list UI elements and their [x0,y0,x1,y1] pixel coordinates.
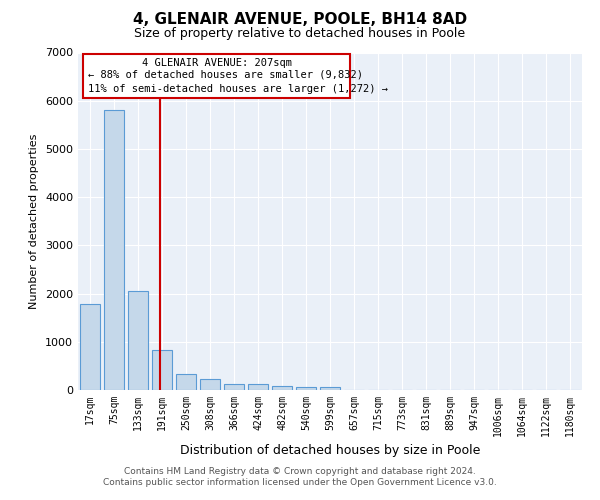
FancyBboxPatch shape [83,54,350,98]
Bar [200,379,220,390]
Y-axis label: Number of detached properties: Number of detached properties [29,134,40,309]
X-axis label: Distribution of detached houses by size in Poole: Distribution of detached houses by size … [180,444,480,458]
Text: 11% of semi-detached houses are larger (1,272) →: 11% of semi-detached houses are larger (… [88,84,388,94]
Text: Contains public sector information licensed under the Open Government Licence v3: Contains public sector information licen… [103,478,497,487]
Bar [224,384,244,390]
Text: Size of property relative to detached houses in Poole: Size of property relative to detached ho… [134,28,466,40]
Bar [248,384,268,390]
Bar [128,290,148,390]
Bar [176,374,196,390]
Bar [104,110,124,390]
Bar [296,387,316,390]
Text: ← 88% of detached houses are smaller (9,832): ← 88% of detached houses are smaller (9,… [88,70,363,80]
Bar [272,386,292,390]
Text: Contains HM Land Registry data © Crown copyright and database right 2024.: Contains HM Land Registry data © Crown c… [124,467,476,476]
Bar [320,387,340,390]
Text: 4 GLENAIR AVENUE: 207sqm: 4 GLENAIR AVENUE: 207sqm [142,58,292,68]
Text: 4, GLENAIR AVENUE, POOLE, BH14 8AD: 4, GLENAIR AVENUE, POOLE, BH14 8AD [133,12,467,28]
Bar [152,350,172,390]
Bar [80,304,100,390]
